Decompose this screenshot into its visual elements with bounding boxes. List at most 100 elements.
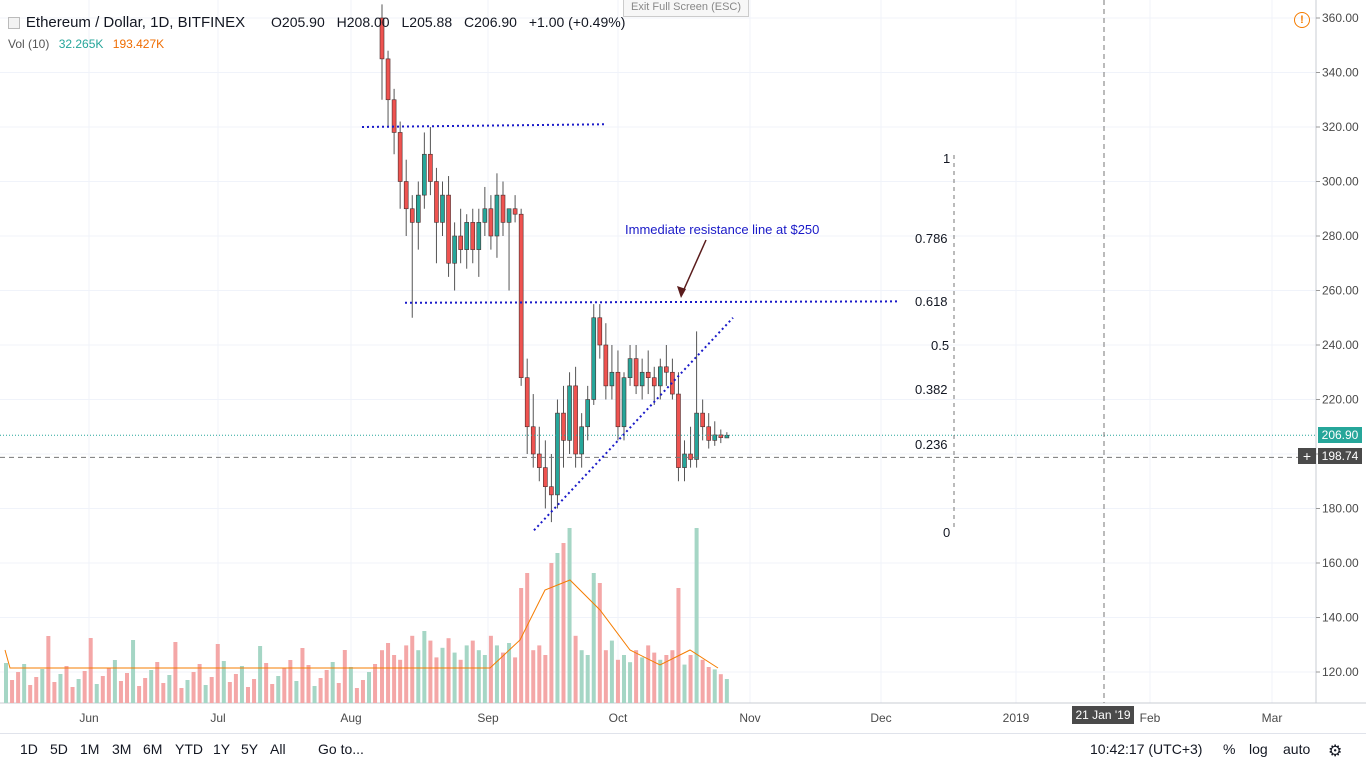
volume-bar <box>440 647 445 703</box>
volume-bar <box>197 664 202 703</box>
volume-bar <box>161 683 166 703</box>
candle-body <box>567 385 572 441</box>
volume-bar <box>470 640 475 703</box>
candle-body <box>694 412 699 460</box>
candle-body <box>664 366 669 373</box>
candle-body <box>530 426 536 455</box>
y-tick-label: 260.00 <box>1322 284 1359 298</box>
candle-body <box>464 222 470 250</box>
candle-body <box>397 132 403 182</box>
volume-bar <box>488 635 493 703</box>
volume-bar <box>306 665 311 703</box>
volume-bar <box>367 672 371 703</box>
volume-bar <box>16 672 21 703</box>
volume-bar <box>354 688 359 703</box>
goto-button[interactable]: Go to... <box>318 741 364 757</box>
log-scale-button[interactable]: log <box>1249 741 1268 757</box>
symbol-title[interactable]: Ethereum / Dollar, 1D, BITFINEX <box>25 14 246 31</box>
candle-body <box>536 453 542 468</box>
volume-bar <box>131 640 136 703</box>
range-5d-button[interactable]: 5D <box>50 741 68 757</box>
volume-ma-line <box>4 579 719 669</box>
volume-bar <box>700 659 705 703</box>
volume-bar <box>628 662 633 703</box>
fib-level-label: 0.382 <box>915 382 948 397</box>
candle-body <box>543 467 548 488</box>
gear-icon[interactable]: ⚙ <box>1328 743 1343 760</box>
volume-bar <box>398 659 403 703</box>
volume-bar <box>682 664 687 703</box>
volume-value: 32.265K <box>58 37 104 51</box>
plus-icon[interactable]: + <box>1298 448 1316 464</box>
last-price-tag: 206.90 <box>1318 427 1362 443</box>
fib-level-label: 0 <box>943 525 950 540</box>
support-trendline <box>533 317 734 531</box>
volume-bar <box>64 666 69 703</box>
range-3m-button[interactable]: 3M <box>112 741 132 757</box>
candle-body <box>470 222 476 250</box>
low-label: L <box>401 14 410 30</box>
volume-bar <box>209 677 214 703</box>
volume-bar <box>88 638 93 703</box>
volume-bar <box>312 686 317 703</box>
volume-bar <box>167 675 172 703</box>
range-6m-button[interactable]: 6M <box>143 741 163 757</box>
close-label: C <box>464 14 475 30</box>
x-tick-label: Mar <box>1262 711 1283 725</box>
auto-scale-button[interactable]: auto <box>1283 741 1311 757</box>
candle-body <box>458 235 463 250</box>
volume-bar <box>246 687 250 703</box>
range-all-button[interactable]: All <box>270 741 286 757</box>
volume-bar <box>4 663 8 703</box>
volume-bar <box>597 583 602 703</box>
high-value: 208.00 <box>346 14 390 30</box>
volume-bar <box>264 663 269 703</box>
x-tick-label: 2019 <box>1003 711 1030 725</box>
volume-bar <box>58 674 63 703</box>
collapse-icon[interactable] <box>8 17 20 30</box>
volume-bar <box>525 573 530 703</box>
x-tick-label: Sep <box>477 711 499 725</box>
volume-bar <box>688 655 693 703</box>
volume-bar <box>112 660 117 703</box>
volume-bar <box>513 657 518 703</box>
volume-label[interactable]: Vol (10) <box>8 37 50 51</box>
x-tick-label: Jul <box>210 711 225 725</box>
fib-level-label: 0.786 <box>915 231 948 246</box>
range-5y-button[interactable]: 5Y <box>241 741 259 757</box>
resistance-line-250 <box>404 300 901 304</box>
percent-scale-button[interactable]: % <box>1223 741 1236 757</box>
volume-bar <box>476 650 481 703</box>
volume-bar <box>609 640 614 703</box>
volume-bar <box>446 638 451 703</box>
candle-body <box>452 235 457 264</box>
volume-bar <box>380 650 384 703</box>
range-1m-button[interactable]: 1M <box>80 741 100 757</box>
volume-bar <box>324 670 329 703</box>
price-chart[interactable]: 120.00140.00160.00180.00200.00220.00240.… <box>0 0 1366 733</box>
y-tick-label: 360.00 <box>1322 11 1359 25</box>
candle-body <box>688 453 693 460</box>
clock[interactable]: 10:42:17 (UTC+3) <box>1090 741 1203 757</box>
candle-body <box>512 208 518 215</box>
volume-bar <box>422 631 427 703</box>
exit-fullscreen-button[interactable]: Exit Full Screen (ESC) <box>623 0 749 17</box>
volume-bar <box>706 667 711 703</box>
range-1d-button[interactable]: 1D <box>20 741 38 757</box>
candle-body <box>391 99 397 133</box>
open-value: 205.90 <box>281 14 325 30</box>
volume-bar <box>215 644 220 703</box>
x-tick-label: Nov <box>739 711 760 725</box>
candle-body <box>633 358 639 387</box>
range-ytd-button[interactable]: YTD <box>175 741 203 757</box>
volume-bar <box>452 652 457 703</box>
volume-bar <box>410 635 415 703</box>
volume-bar <box>348 667 353 703</box>
candle-body <box>706 426 712 441</box>
warning-icon[interactable]: ! <box>1294 12 1310 28</box>
volume-bar <box>664 655 669 703</box>
range-1y-button[interactable]: 1Y <box>213 741 231 757</box>
candle-body <box>573 385 578 455</box>
x-tick-label: Feb <box>1140 711 1161 725</box>
candle-body <box>700 412 705 428</box>
